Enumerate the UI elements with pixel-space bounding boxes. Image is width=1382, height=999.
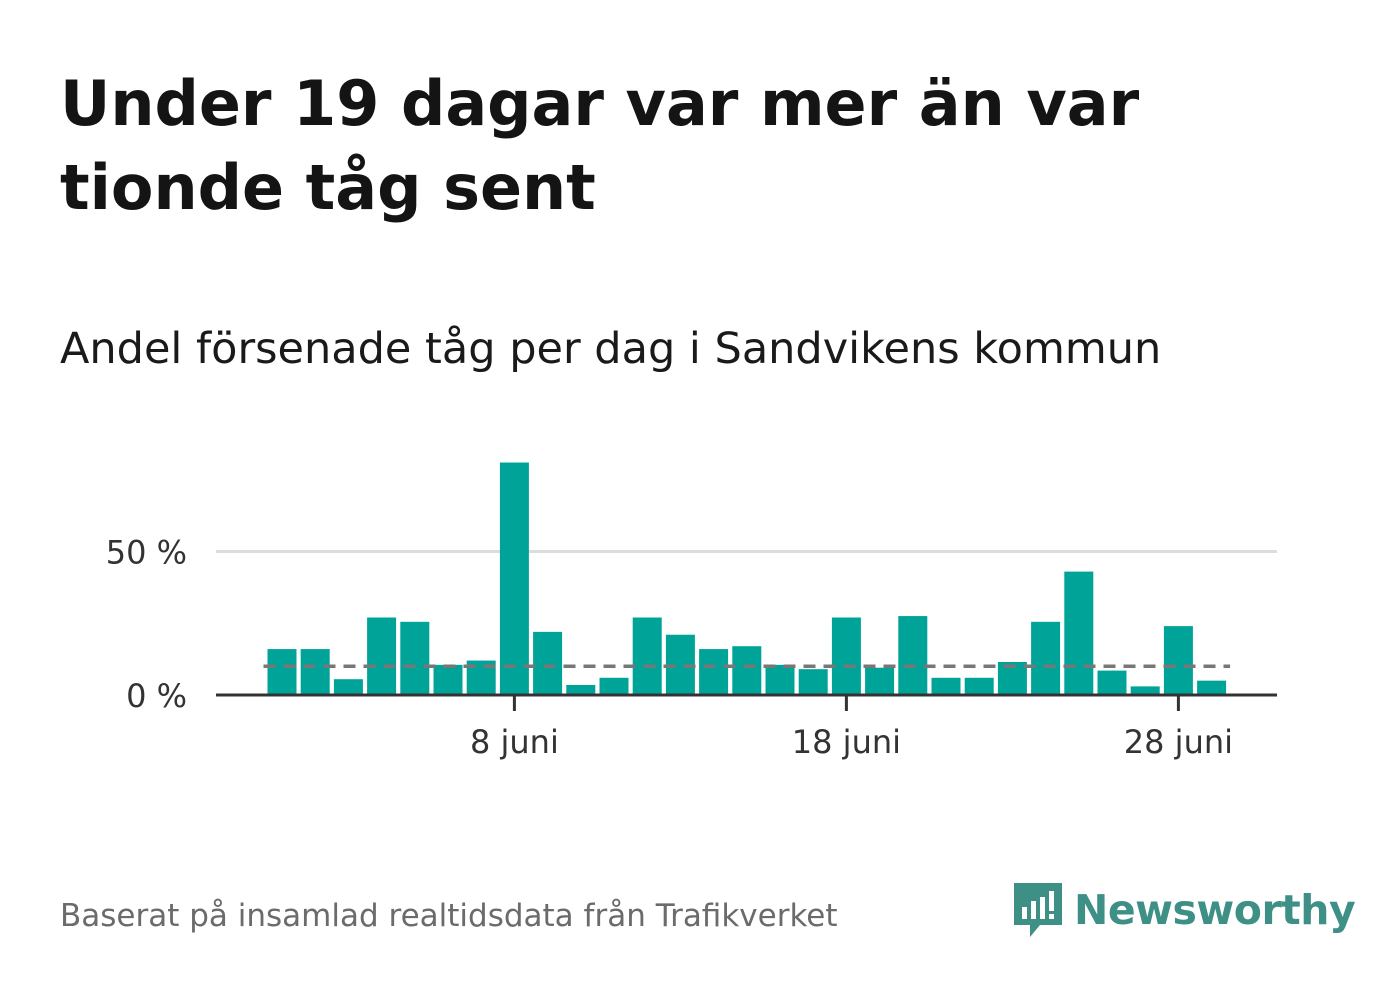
bar — [1197, 680, 1227, 695]
bar — [732, 646, 762, 695]
logo-text: Newsworthy — [1074, 886, 1356, 934]
bar — [333, 679, 363, 695]
bar — [1163, 626, 1193, 695]
bar — [1097, 670, 1127, 695]
bar — [931, 677, 961, 695]
x-tick-label: 18 juni — [792, 723, 901, 761]
bar — [499, 462, 529, 695]
source-note: Baserat på insamlad realtidsdata från Tr… — [60, 898, 838, 934]
bar — [433, 664, 463, 695]
x-tick-label: 28 juni — [1124, 723, 1233, 761]
bar — [898, 616, 928, 695]
bar — [533, 631, 563, 695]
bar — [400, 621, 430, 695]
bar — [964, 677, 994, 695]
bar — [267, 649, 297, 695]
chart-title: Under 19 dagar var mer än var tionde tåg… — [60, 67, 1140, 224]
bar — [300, 649, 330, 695]
bar — [798, 669, 828, 695]
bar — [1130, 686, 1160, 695]
bar — [599, 677, 629, 695]
bar — [765, 664, 795, 695]
y-tick-label: 0 % — [126, 677, 187, 715]
bar — [632, 617, 662, 695]
bar — [1064, 571, 1094, 695]
bar — [831, 617, 861, 695]
newsworthy-chart-bubble-icon — [1014, 883, 1062, 937]
chart-subtitle: Andel försenade tåg per dag i Sandvikens… — [60, 324, 1162, 374]
bar — [566, 684, 596, 695]
bar — [367, 617, 397, 695]
y-tick-label: 50 % — [106, 534, 187, 572]
bar — [699, 649, 729, 695]
newsworthy-logo: Newsworthy — [1010, 878, 1356, 942]
x-tick-label: 8 juni — [470, 723, 559, 761]
bar — [865, 667, 895, 695]
bar — [1031, 621, 1061, 695]
